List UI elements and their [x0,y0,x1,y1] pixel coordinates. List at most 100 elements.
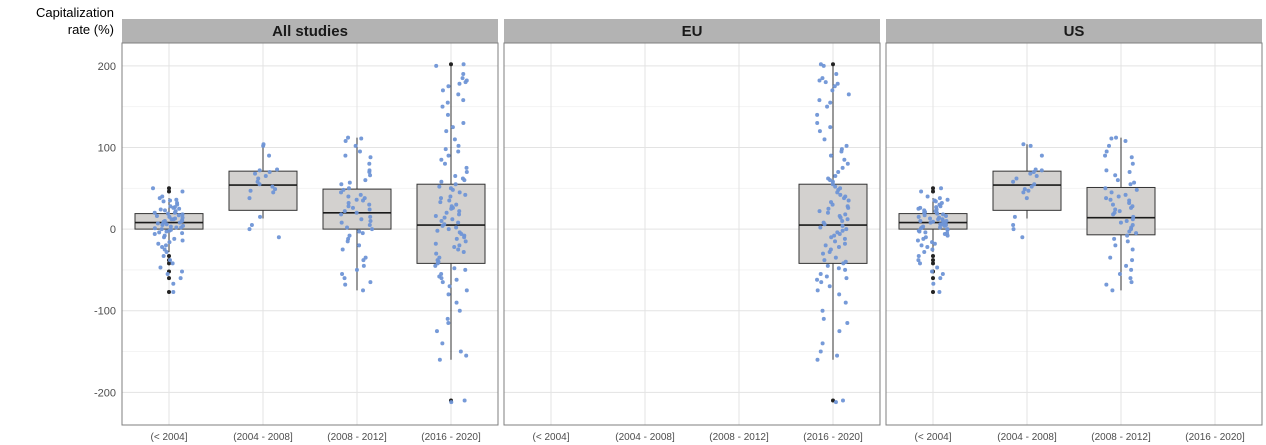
data-point [339,220,344,225]
data-point [463,267,468,272]
data-point [1109,190,1114,195]
data-point [457,209,462,214]
data-point [829,235,834,240]
data-point [343,282,348,287]
data-point [152,210,157,215]
data-point [438,196,443,201]
data-point [448,194,453,199]
data-point [461,120,466,125]
data-point [358,192,363,197]
data-point [164,249,169,254]
data-point [1107,143,1112,148]
panel-border [885,42,1263,426]
data-point [450,187,455,192]
data-point [845,217,850,222]
data-point [447,198,452,203]
data-point [346,135,351,140]
data-point [171,289,176,294]
data-point [433,214,438,219]
data-point [346,200,351,205]
data-point [838,192,843,197]
data-point [171,205,176,210]
data-point [445,112,450,117]
data-point [457,81,462,86]
data-point [434,329,439,334]
data-point [945,227,950,232]
data-point [837,292,842,297]
data-point [456,143,461,148]
data-point [844,143,849,148]
data-point [440,280,445,285]
data-point [162,235,167,240]
data-point [929,269,934,274]
data-point [161,254,166,259]
data-point [249,223,254,228]
data-point [165,271,170,276]
x-tick-label: (< 2004] [151,432,188,443]
outlier-point [931,289,935,294]
data-point [1028,171,1033,176]
data-point [1116,194,1121,199]
data-point [938,276,943,281]
data-point [1129,205,1134,210]
data-point [369,227,374,232]
data-point [824,274,829,279]
data-point [845,161,850,166]
data-point [833,239,838,244]
data-point [163,243,168,248]
data-point [817,78,822,83]
data-point [1020,235,1025,240]
data-point [922,213,927,218]
data-point [822,258,827,263]
data-point [438,200,443,205]
x-tick-label: (2004 - 2008] [997,432,1057,443]
data-point [433,263,438,268]
data-point [935,265,940,270]
data-point [276,235,281,240]
data-point [368,280,373,285]
data-point [340,271,345,276]
data-point [446,320,451,325]
outlier-point [931,261,935,266]
data-point [270,184,275,189]
data-point [363,178,368,183]
data-point [846,198,851,203]
data-point [454,300,459,305]
data-point [1039,168,1044,173]
data-point [437,357,442,362]
data-point [461,98,466,103]
data-point [815,112,820,117]
data-point [916,214,921,219]
data-point [825,263,830,268]
data-point [1127,169,1132,174]
data-point [437,184,442,189]
data-point [459,232,464,236]
data-point [156,241,161,246]
data-point [1026,188,1031,193]
data-point [923,230,928,235]
data-point [271,190,276,195]
data-point [433,241,438,246]
data-point [1104,149,1109,154]
data-point [357,229,362,234]
data-point [446,227,451,232]
data-point [461,72,466,77]
data-point [347,233,352,238]
data-point [939,186,944,191]
data-point [342,276,347,281]
data-point [1130,258,1135,263]
data-point [1109,136,1114,141]
data-point [464,169,469,174]
box [798,183,868,264]
data-point [1029,184,1034,189]
data-point [818,271,823,276]
data-point [821,63,826,68]
data-point [835,81,840,86]
data-point [345,239,350,244]
data-point [1108,255,1113,260]
data-point [845,320,850,325]
data-point [435,228,440,233]
data-point [460,76,465,81]
data-point [840,165,845,170]
data-point [937,196,942,201]
